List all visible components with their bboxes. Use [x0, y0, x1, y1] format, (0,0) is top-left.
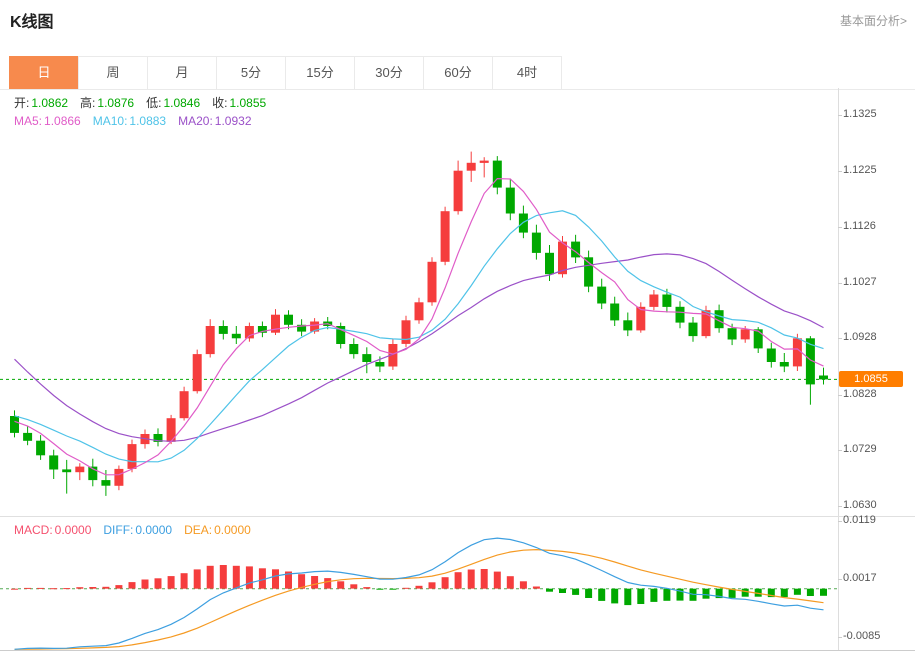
axis-tick: [838, 450, 842, 452]
ma10-line: [14, 210, 824, 463]
axis-tick: [838, 506, 842, 507]
price-axis-label: 1.1126: [843, 219, 876, 232]
price-axis-label: 1.0630: [843, 499, 877, 511]
macd-axis-label: 0.0017: [843, 572, 877, 584]
tab-日[interactable]: 日: [9, 56, 79, 90]
price-axis-line: [838, 88, 839, 650]
candles: [10, 151, 828, 496]
price-axis-label: 1.1225: [843, 164, 877, 177]
macd-chart[interactable]: [0, 517, 915, 650]
panel-divider: [0, 516, 915, 517]
price-axis-label: 1.0928: [843, 331, 877, 344]
fundamental-analysis-link[interactable]: 基本面分析>: [839, 14, 907, 28]
tab-4时[interactable]: 4时: [492, 56, 562, 90]
price-axis-label: 1.1027: [843, 275, 877, 288]
dea-line: [14, 548, 824, 650]
page-title: K线图: [10, 14, 54, 31]
diff-line: [14, 537, 824, 650]
axis-tick: [838, 637, 842, 638]
macd-histogram: [11, 565, 827, 606]
axis-tick: [838, 282, 842, 284]
axis-tick: [838, 115, 842, 116]
ma5-line: [14, 177, 824, 476]
axis-tick: [838, 338, 842, 340]
axis-tick: [838, 394, 842, 396]
axis-tick: [838, 226, 842, 228]
interval-tabs: 日周月 5分 15分 30分 60分 4时: [9, 56, 562, 90]
tab-15分[interactable]: 15分: [285, 56, 355, 90]
tab-30分[interactable]: 30分: [354, 56, 424, 90]
current-price-badge: 1.0855: [839, 371, 903, 388]
axis-tick: [838, 171, 842, 173]
price-axis-label: 1.0729: [843, 443, 877, 456]
axis-tick: [838, 521, 842, 522]
ma20-line: [14, 253, 824, 442]
tab-bar-underline: [0, 89, 915, 90]
price-axis-label: 1.0828: [843, 387, 877, 400]
macd-axis-label: -0.0085: [843, 630, 881, 642]
price-axis-label: 1.1325: [843, 108, 877, 120]
axis-tick: [838, 579, 842, 580]
tab-5分[interactable]: 5分: [216, 56, 286, 90]
macd-axis-label: 0.0119: [843, 514, 876, 526]
tab-60分[interactable]: 60分: [423, 56, 493, 90]
bottom-border: [0, 650, 915, 651]
tab-周[interactable]: 周: [78, 56, 148, 90]
tab-月[interactable]: 月: [147, 56, 217, 90]
candlestick-chart[interactable]: [0, 88, 915, 516]
